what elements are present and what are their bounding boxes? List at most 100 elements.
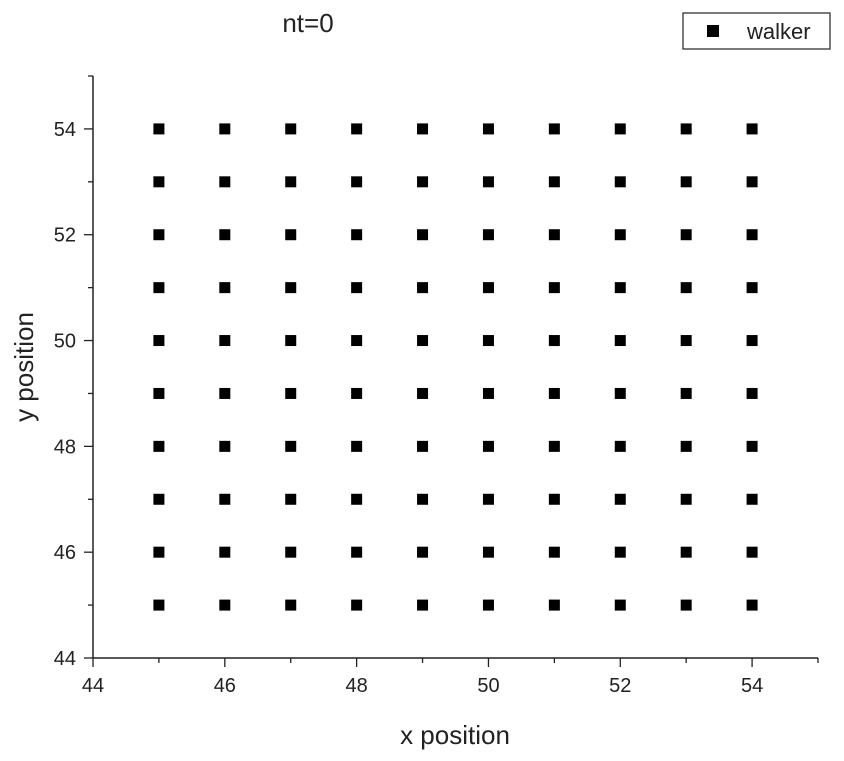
walker-point bbox=[417, 123, 429, 135]
walker-point bbox=[219, 599, 231, 611]
walker-point bbox=[219, 440, 231, 452]
chart-title: nt=0 bbox=[282, 8, 333, 38]
walker-point bbox=[548, 387, 560, 399]
walker-point bbox=[351, 123, 363, 135]
walker-point bbox=[746, 440, 758, 452]
walker-point bbox=[482, 387, 494, 399]
walker-point bbox=[285, 123, 297, 135]
walker-point bbox=[614, 176, 626, 188]
walker-point bbox=[614, 440, 626, 452]
walker-point bbox=[746, 229, 758, 241]
walker-point bbox=[680, 282, 692, 294]
walker-point bbox=[482, 282, 494, 294]
walker-point bbox=[746, 546, 758, 558]
walker-point bbox=[548, 440, 560, 452]
walker-point bbox=[285, 599, 297, 611]
walker-point bbox=[285, 546, 297, 558]
legend: walker bbox=[682, 12, 831, 50]
walker-point bbox=[482, 599, 494, 611]
legend-label: walker bbox=[746, 19, 811, 44]
walker-point bbox=[680, 123, 692, 135]
walker-point bbox=[680, 599, 692, 611]
walker-point bbox=[614, 335, 626, 347]
x-tick-label: 52 bbox=[609, 675, 631, 697]
walker-point bbox=[285, 440, 297, 452]
walker-point bbox=[680, 335, 692, 347]
walker-point bbox=[219, 387, 231, 399]
walker-point bbox=[482, 335, 494, 347]
walker-point bbox=[614, 387, 626, 399]
walker-point bbox=[482, 440, 494, 452]
walker-point bbox=[548, 599, 560, 611]
walker-point bbox=[285, 335, 297, 347]
walker-point bbox=[614, 229, 626, 241]
walker-point bbox=[746, 493, 758, 505]
walker-point bbox=[746, 123, 758, 135]
walker-point bbox=[680, 546, 692, 558]
walker-point bbox=[614, 123, 626, 135]
walker-point bbox=[746, 387, 758, 399]
walker-point bbox=[548, 335, 560, 347]
walker-point bbox=[351, 440, 363, 452]
walker-point bbox=[351, 546, 363, 558]
walker-point bbox=[746, 176, 758, 188]
walker-point bbox=[680, 229, 692, 241]
walker-point bbox=[219, 123, 231, 135]
walker-point bbox=[482, 546, 494, 558]
walker-point bbox=[417, 493, 429, 505]
y-tick-label: 48 bbox=[54, 436, 76, 458]
walker-point bbox=[614, 282, 626, 294]
walker-point bbox=[351, 282, 363, 294]
y-axis-label: y position bbox=[9, 312, 39, 422]
walker-point bbox=[614, 493, 626, 505]
walker-point bbox=[351, 387, 363, 399]
walker-point bbox=[153, 493, 165, 505]
walker-point bbox=[153, 335, 165, 347]
walker-point bbox=[417, 335, 429, 347]
walker-point bbox=[680, 440, 692, 452]
walker-point bbox=[482, 493, 494, 505]
axes bbox=[92, 76, 818, 659]
walker-point bbox=[285, 493, 297, 505]
walker-point bbox=[153, 282, 165, 294]
x-tick-label: 48 bbox=[346, 675, 368, 697]
walker-point bbox=[351, 599, 363, 611]
walker-point bbox=[548, 493, 560, 505]
x-tick-label: 46 bbox=[214, 675, 236, 697]
y-tick-label: 44 bbox=[54, 648, 76, 670]
walker-point bbox=[285, 282, 297, 294]
x-tick-label: 54 bbox=[741, 675, 763, 697]
walker-point bbox=[746, 335, 758, 347]
walker-point bbox=[351, 493, 363, 505]
walker-point bbox=[548, 229, 560, 241]
ticks bbox=[84, 75, 819, 667]
walker-point bbox=[153, 440, 165, 452]
walker-point bbox=[548, 546, 560, 558]
y-tick-label: 54 bbox=[54, 119, 76, 141]
walker-point bbox=[219, 493, 231, 505]
y-tick-label: 52 bbox=[54, 225, 76, 247]
walker-point bbox=[153, 546, 165, 558]
walker-point bbox=[417, 546, 429, 558]
walker-point bbox=[746, 282, 758, 294]
x-tick-label: 50 bbox=[477, 675, 499, 697]
walker-point bbox=[153, 229, 165, 241]
walker-point bbox=[548, 123, 560, 135]
walker-point bbox=[680, 176, 692, 188]
walker-point bbox=[285, 176, 297, 188]
walker-point bbox=[351, 335, 363, 347]
walker-point bbox=[548, 176, 560, 188]
walker-point bbox=[153, 176, 165, 188]
walker-point bbox=[417, 176, 429, 188]
legend-marker bbox=[707, 25, 719, 37]
walker-point bbox=[482, 229, 494, 241]
walker-point bbox=[153, 387, 165, 399]
y-tick-label: 46 bbox=[54, 542, 76, 564]
walker-point bbox=[219, 176, 231, 188]
walker-point bbox=[746, 599, 758, 611]
walker-point bbox=[417, 599, 429, 611]
walker-point bbox=[219, 335, 231, 347]
walker-point bbox=[417, 387, 429, 399]
walker-point bbox=[417, 440, 429, 452]
tick-labels: 44 46 48 50 52 54 44 46 48 50 52 54 bbox=[54, 119, 763, 697]
